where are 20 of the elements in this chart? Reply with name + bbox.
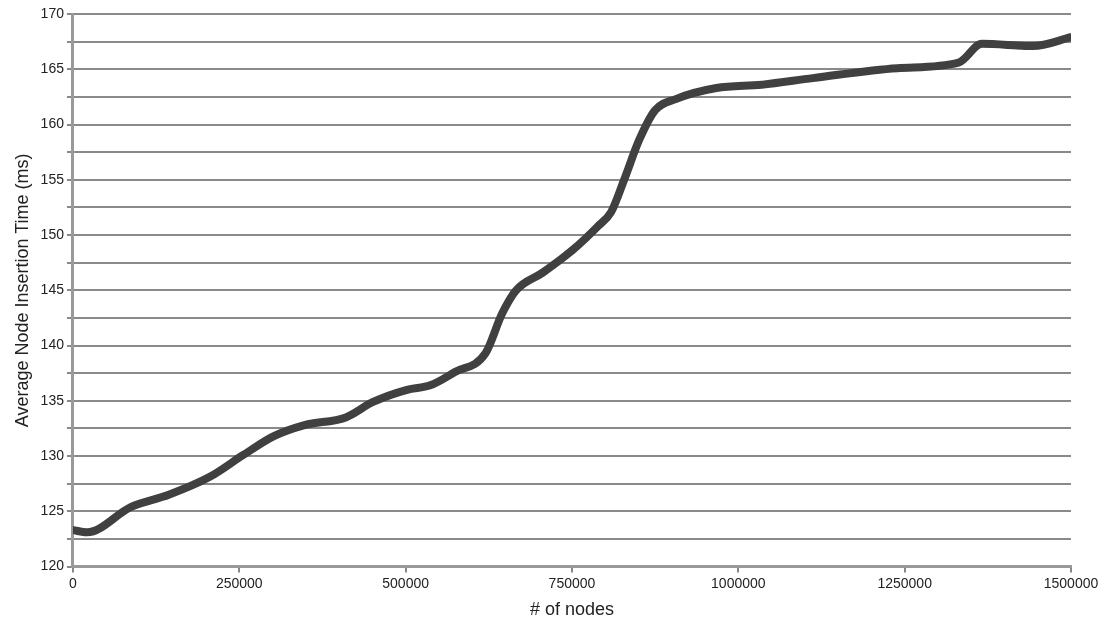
x-tick-label: 250000 [215, 574, 263, 591]
y-tick-label: 125 [40, 502, 65, 519]
x-tick-label: 1250000 [877, 574, 933, 591]
y-tick-label: 160 [40, 115, 65, 132]
y-tick-label: 150 [40, 225, 65, 242]
x-tick-label: 750000 [548, 574, 596, 591]
y-tick-label: 120 [40, 557, 65, 574]
x-tick-label: 1000000 [711, 574, 766, 591]
x-tick-label: 500000 [382, 574, 430, 591]
x-axis-title: # of nodes [529, 599, 615, 620]
y-axis-title: Average Node Insertion Time (ms) [11, 153, 32, 428]
y-tick-label: 145 [40, 281, 65, 298]
y-tick-label: 155 [40, 170, 65, 187]
y-tick-label: 140 [40, 336, 65, 353]
x-tick-label: 0 [69, 574, 78, 591]
y-tick-label: 165 [40, 60, 65, 77]
x-tick-label: 1500000 [1043, 574, 1099, 591]
y-tick-label: 170 [40, 4, 65, 21]
y-tick-label: 130 [40, 446, 65, 463]
y-tick-label: 135 [40, 391, 65, 408]
